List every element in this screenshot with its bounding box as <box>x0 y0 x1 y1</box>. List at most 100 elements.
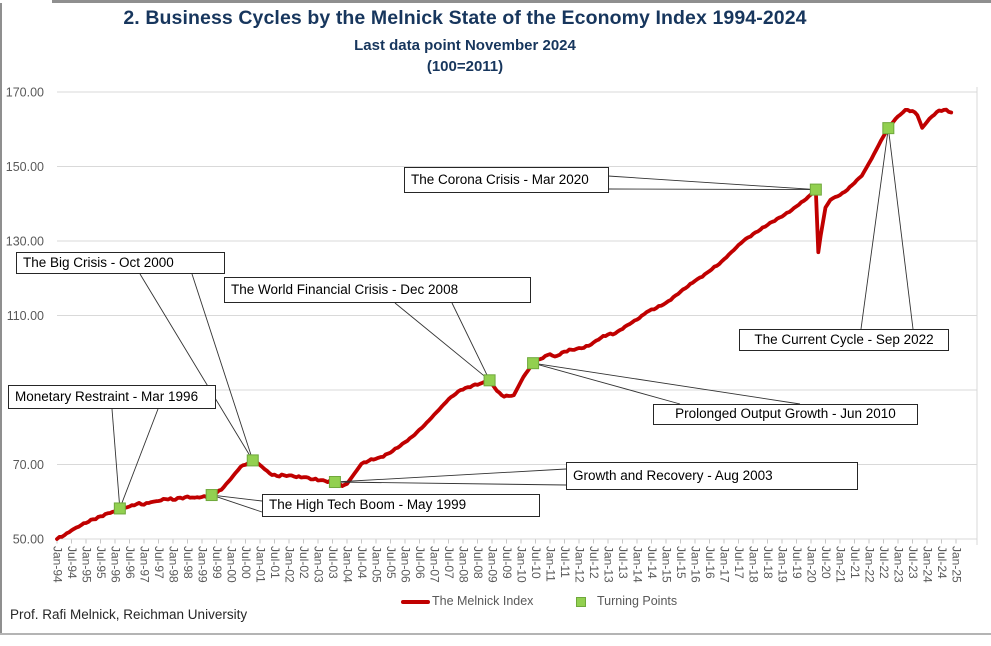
annotation-box: Monetary Restraint - Mar 1996 <box>8 385 216 409</box>
x-axis-label: Jan-98 <box>167 546 181 583</box>
annotation-box: Prolonged Output Growth - Jun 2010 <box>653 404 918 425</box>
y-axis-label: 70.00 <box>13 458 44 472</box>
x-axis-label: Jul-14 <box>645 546 659 579</box>
x-axis-label: Jul-96 <box>123 546 137 579</box>
x-axis-label: Jan-24 <box>921 546 935 583</box>
legend-line-swatch <box>401 600 430 604</box>
annotation-leader-line <box>607 188 816 191</box>
x-axis-label: Jul-13 <box>616 546 630 579</box>
turning-point-marker <box>527 357 540 370</box>
x-axis-label: Jan-12 <box>573 546 587 583</box>
window-top-edge <box>52 0 991 3</box>
turning-point-marker <box>882 122 895 135</box>
x-axis-label: Jan-21 <box>834 546 848 583</box>
x-axis-label: Jul-10 <box>529 546 543 579</box>
y-axis-label: 130.00 <box>6 235 44 249</box>
x-axis-label: Jul-00 <box>239 546 253 579</box>
x-axis-label: Jan-06 <box>399 546 413 583</box>
annotation-leader-line <box>211 494 263 513</box>
annotation-leader-line <box>119 408 159 509</box>
x-axis-label: Jul-94 <box>65 546 79 579</box>
y-axis-label: 110.00 <box>7 309 44 323</box>
x-axis-label: Jul-23 <box>906 546 920 579</box>
annotation-leader-line <box>334 468 567 483</box>
x-axis-label: Jan-10 <box>515 546 529 583</box>
turning-point-marker <box>809 183 822 196</box>
x-axis-label: Jul-20 <box>819 546 833 579</box>
x-axis-label: Jul-06 <box>413 546 427 579</box>
annotation-leader-line <box>139 273 254 461</box>
x-axis-label: Jul-03 <box>326 546 340 579</box>
x-axis-label: Jan-01 <box>254 546 268 583</box>
annotation-box: The World Financial Crisis - Dec 2008 <box>224 277 531 303</box>
x-axis-label: Jan-05 <box>370 546 384 583</box>
x-axis-label: Jan-16 <box>689 546 703 583</box>
x-axis-label: Jan-19 <box>776 546 790 583</box>
x-axis-label: Jul-97 <box>152 546 166 579</box>
turning-point-marker <box>205 489 218 502</box>
x-axis-label: Jan-99 <box>196 546 210 583</box>
x-axis-label: Jan-94 <box>51 546 65 583</box>
x-axis-label: Jan-07 <box>428 546 442 583</box>
x-axis-label: Jul-11 <box>558 546 572 578</box>
legend-turning-points-label: Turning Points <box>597 594 678 608</box>
x-axis-label: Jul-05 <box>384 546 398 579</box>
x-axis-label: Jan-18 <box>747 546 761 583</box>
x-axis-label: Jan-13 <box>602 546 616 583</box>
x-axis-label: Jan-20 <box>805 546 819 583</box>
x-axis-label: Jul-21 <box>848 546 862 579</box>
chart-subtitle-index-base: (100=2011) <box>426 58 504 75</box>
x-axis-label: Jul-09 <box>500 546 514 579</box>
annotation-leader-line <box>887 128 914 330</box>
annotation-leader-line <box>111 408 121 509</box>
x-axis-label: Jul-12 <box>587 546 601 579</box>
annotation-leader-line <box>394 302 490 381</box>
annotation-leader-line <box>607 175 816 191</box>
x-axis-label: Jul-99 <box>210 546 224 579</box>
x-axis-label: Jul-04 <box>355 546 369 579</box>
y-axis-label: 170.00 <box>6 86 44 100</box>
x-axis-label: Jan-96 <box>109 546 123 583</box>
x-axis-label: Jan-22 <box>863 546 877 583</box>
turning-point-marker <box>246 454 259 467</box>
x-axis-label: Jul-07 <box>442 546 456 579</box>
x-axis-label: Jan-25 <box>950 546 964 583</box>
x-axis-label: Jan-03 <box>312 546 326 583</box>
x-axis-label: Jan-04 <box>341 546 355 583</box>
window-left-edge <box>0 3 2 634</box>
turning-point-marker <box>483 374 496 387</box>
x-axis-label: Jan-08 <box>457 546 471 583</box>
x-axis-label: Jul-95 <box>94 546 108 579</box>
turning-point-marker <box>113 502 126 515</box>
x-axis-label: Jul-98 <box>181 546 195 579</box>
x-axis-label: Jul-08 <box>471 546 485 579</box>
annotation-leader-line <box>211 494 263 502</box>
x-axis-label: Jul-15 <box>674 546 688 579</box>
annotation-leader-line <box>451 302 490 381</box>
y-axis-label: 50.00 <box>13 533 44 547</box>
turning-point-marker <box>328 476 341 489</box>
annotation-box: The Corona Crisis - Mar 2020 <box>404 167 609 193</box>
x-axis-label: Jan-00 <box>225 546 239 583</box>
chart-subtitle: Last data point November 2024 <box>354 37 576 54</box>
annotation-leader-line <box>334 481 567 486</box>
chart-title: 2. Business Cycles by the Melnick State … <box>123 7 807 29</box>
x-axis-label: Jul-18 <box>761 546 775 579</box>
x-axis-label: Jan-17 <box>718 546 732 583</box>
x-axis-label: Jul-01 <box>268 546 282 579</box>
x-axis-label: Jul-24 <box>935 546 949 579</box>
x-axis-label: Jul-17 <box>732 546 746 579</box>
x-axis-label: Jan-09 <box>486 546 500 583</box>
x-axis-label: Jul-19 <box>790 546 804 579</box>
credit-text: Prof. Rafi Melnick, Reichman University <box>10 607 248 622</box>
annotation-leader-line <box>533 362 801 405</box>
annotation-box: The Big Crisis - Oct 2000 <box>16 252 225 274</box>
x-axis-label: Jan-11 <box>544 546 558 582</box>
x-axis-label: Jul-02 <box>297 546 311 579</box>
annotation-box: The High Tech Boom - May 1999 <box>262 494 540 517</box>
x-axis-label: Jan-97 <box>138 546 152 583</box>
legend-turning-point-swatch <box>576 597 586 607</box>
y-axis-label: 150.00 <box>6 160 44 174</box>
window-bottom-edge <box>0 633 991 635</box>
